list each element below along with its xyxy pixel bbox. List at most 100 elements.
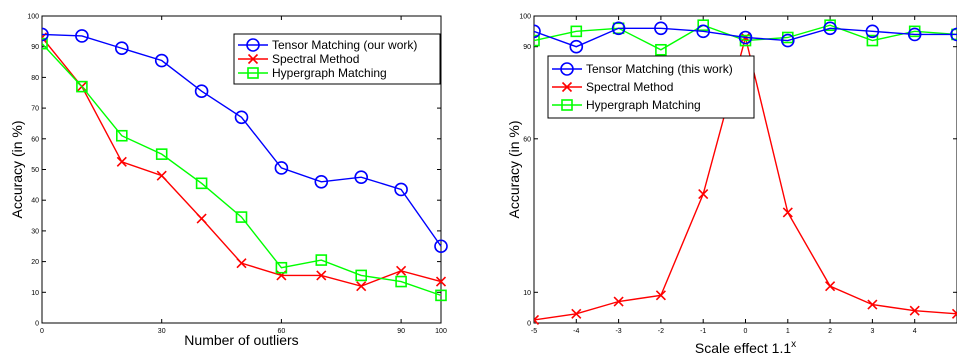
y-tick-label: 60 — [31, 136, 39, 143]
data-point — [823, 21, 837, 36]
data-point — [196, 213, 207, 224]
legend-box — [233, 33, 441, 85]
data-point — [655, 290, 666, 301]
x-tick-label: 60 — [278, 328, 286, 335]
data-point — [571, 308, 582, 319]
data-point — [782, 207, 793, 218]
data-point — [909, 305, 920, 316]
legend-label: Tensor Matching (this work) — [586, 62, 733, 76]
series-x-1 — [42, 32, 447, 292]
data-point — [655, 43, 667, 56]
data-point — [825, 281, 836, 292]
y-tick-label: 10 — [31, 290, 39, 297]
data-point — [236, 258, 247, 269]
chart-1: 0 30 60 90 100 0 10 20 30 40 50 60 70 80 90 100 Number o… — [9, 14, 448, 348]
data-point — [907, 27, 922, 42]
data-point — [394, 182, 408, 197]
legend-label: Hypergraph Matching — [272, 66, 387, 80]
y-axis-label: Accuracy (in %) — [9, 120, 25, 218]
x-axis-label-superscript: x — [791, 339, 796, 350]
y-tick-label: 80 — [31, 75, 39, 82]
data-point — [396, 265, 407, 276]
chart-2: -5 -4 -3 -2 -1 0 1 2 3 4 0 10 60 90 100 Scale effect 1.… — [506, 14, 957, 356]
x-tick-label: -3 — [615, 328, 621, 335]
data-point — [534, 314, 540, 325]
x-tick-label: -1 — [700, 328, 706, 335]
legend: Tensor Matching (this work) Spectral Meth… — [547, 55, 755, 119]
y-tick-label: 70 — [31, 106, 39, 113]
x-axis-label: Scale effect 1.1x — [695, 339, 796, 356]
data-point — [866, 34, 879, 47]
data-point — [355, 269, 368, 282]
data-point — [156, 170, 167, 181]
plot-area — [534, 19, 957, 325]
y-tick-label: 100 — [519, 14, 531, 21]
legend-marker — [561, 99, 573, 111]
y-axis-label: Accuracy (in %) — [506, 120, 522, 218]
x-axis-label: Number of outliers — [184, 332, 298, 348]
data-point — [115, 41, 129, 56]
data-point — [234, 110, 249, 125]
y-tick-label: 0 — [527, 321, 531, 328]
data-point — [314, 174, 329, 189]
y-tick-label: 0 — [35, 321, 39, 328]
data-point — [435, 289, 447, 302]
data-point — [274, 161, 289, 175]
x-tick-label: -2 — [658, 328, 664, 335]
data-point — [435, 276, 447, 287]
y-tick-label: 50 — [31, 167, 39, 174]
data-point — [354, 170, 369, 184]
data-point — [865, 24, 880, 39]
data-point — [698, 188, 709, 200]
data-point — [154, 53, 169, 68]
legend-label: Hypergraph Matching — [586, 98, 701, 112]
data-point — [613, 296, 624, 307]
data-point — [76, 80, 88, 93]
y-tick-label: 40 — [31, 198, 39, 205]
legend-box — [547, 55, 755, 119]
data-point — [75, 29, 89, 43]
data-point — [315, 254, 328, 266]
legend-label: Spectral Method — [586, 80, 673, 94]
x-tick-label: 100 — [435, 328, 447, 335]
series-square-2 — [42, 37, 447, 302]
y-tick-label: 90 — [523, 44, 531, 51]
series-line — [42, 33, 442, 247]
data-point — [867, 299, 878, 310]
plot-area — [42, 27, 448, 302]
data-point — [395, 275, 407, 288]
y-tick-label: 90 — [31, 44, 39, 51]
data-point — [195, 177, 208, 190]
x-tick-label: 4 — [913, 328, 917, 335]
data-point — [316, 270, 327, 281]
y-tick-label: 100 — [27, 14, 39, 21]
data-point — [116, 129, 128, 142]
x-tick-label: -5 — [531, 328, 537, 335]
legend: Tensor Matching (our work)Spectral Metho… — [233, 33, 441, 85]
data-point — [275, 261, 288, 274]
legend-marker — [247, 53, 259, 65]
series-line — [42, 43, 442, 297]
data-point — [569, 39, 584, 54]
x-tick-label: 30 — [158, 328, 166, 335]
x-tick-label: 90 — [397, 328, 405, 335]
data-point — [235, 211, 248, 223]
data-point — [42, 37, 48, 50]
data-point — [194, 84, 209, 99]
x-tick-label: 1 — [786, 328, 790, 335]
legend-label: Spectral Method — [272, 52, 359, 66]
series-line — [534, 27, 957, 48]
data-point — [534, 34, 540, 47]
series-circle-0 — [42, 27, 448, 254]
data-point — [116, 156, 127, 167]
x-tick-label: 0 — [40, 328, 44, 335]
x-tick-label: 2 — [828, 328, 832, 335]
data-point — [534, 24, 541, 39]
data-point — [356, 281, 367, 292]
legend-marker — [247, 67, 259, 79]
data-point — [434, 239, 448, 254]
data-point — [951, 308, 957, 319]
data-point — [155, 148, 168, 160]
x-tick-label: 0 — [744, 328, 748, 335]
